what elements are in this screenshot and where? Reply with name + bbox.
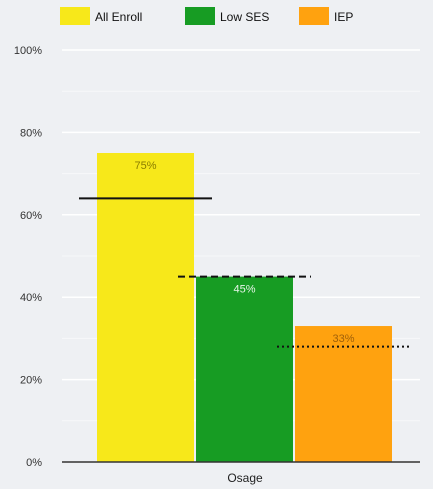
- legend-item[interactable]: All Enroll: [60, 7, 142, 25]
- bar-all-enroll: [97, 153, 194, 462]
- x-category-label: Osage: [227, 471, 263, 485]
- y-tick-label: 100%: [14, 45, 42, 57]
- legend-item[interactable]: IEP: [299, 7, 353, 25]
- legend-swatch: [185, 7, 215, 25]
- x-axis: Osage: [62, 461, 420, 485]
- bar-value-label: 33%: [332, 333, 354, 345]
- legend-swatch: [60, 7, 90, 25]
- y-tick-label: 0%: [26, 457, 42, 469]
- y-axis-ticks: 0% 20% 40% 60% 80% 100%: [14, 45, 42, 469]
- legend-item[interactable]: Low SES: [185, 7, 269, 25]
- reference-lines: [79, 197, 410, 348]
- data-labels: 75% 45% 33%: [134, 160, 354, 345]
- y-tick-label: 20%: [20, 375, 42, 387]
- legend: All Enroll Low SES IEP: [60, 7, 353, 25]
- bars: [97, 153, 392, 462]
- legend-label: Low SES: [220, 10, 269, 24]
- y-tick-label: 80%: [20, 127, 42, 139]
- bar-low-ses: [196, 276, 293, 462]
- bar-value-label: 45%: [233, 284, 255, 296]
- bar-iep: [295, 326, 392, 462]
- legend-label: IEP: [334, 10, 353, 24]
- legend-label: All Enroll: [95, 10, 142, 24]
- y-tick-label: 60%: [20, 210, 42, 222]
- legend-swatch: [299, 7, 329, 25]
- bar-value-label: 75%: [134, 160, 156, 172]
- y-tick-label: 40%: [20, 292, 42, 304]
